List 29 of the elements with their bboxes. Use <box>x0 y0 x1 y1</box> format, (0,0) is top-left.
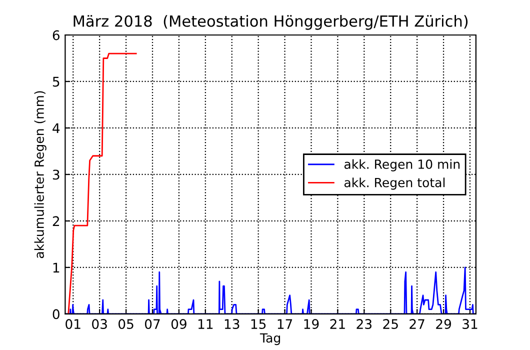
line-series <box>68 52 137 314</box>
y-axis-title: akkumulierter Regen (mm) <box>34 91 46 258</box>
y-tick-label: 1 <box>53 262 60 272</box>
x-tick-label: 13 <box>224 319 240 330</box>
y-tick-label: 2 <box>52 216 60 226</box>
x-tick-label: 31 <box>462 319 478 330</box>
y-tick-label: 6 <box>52 30 60 40</box>
x-tick-label: 15 <box>251 319 266 330</box>
x-tick-label: 17 <box>278 319 292 329</box>
x-tick-label: 29 <box>436 319 451 330</box>
y-tick-label: 5 <box>52 76 60 87</box>
y-tick-label: 4 <box>52 123 60 133</box>
x-tick-label: 19 <box>304 319 319 330</box>
x-tick-label: 25 <box>383 319 398 330</box>
x-axis-title: Tag <box>260 333 280 346</box>
y-tick-label: 3 <box>52 170 60 180</box>
x-tick-label: 09 <box>171 319 186 330</box>
x-tick-label: 23 <box>356 319 372 330</box>
x-tick-label: 27 <box>410 319 424 329</box>
legend-label: akk. Regen 10 min <box>344 159 460 172</box>
x-tick-label: 07 <box>144 319 160 330</box>
x-tick-label: 05 <box>118 319 134 330</box>
y-tick-label: 0 <box>52 309 60 320</box>
chart-title: März 2018 (Meteostation Hönggerberg/ETH Zürich) <box>74 15 468 30</box>
legend-label: akk. Regen total <box>344 178 445 190</box>
x-tick-label: 03 <box>92 319 107 330</box>
x-tick-label: 21 <box>330 319 345 329</box>
x-tick-label: 11 <box>198 319 213 329</box>
x-tick-label: 01 <box>66 319 80 330</box>
